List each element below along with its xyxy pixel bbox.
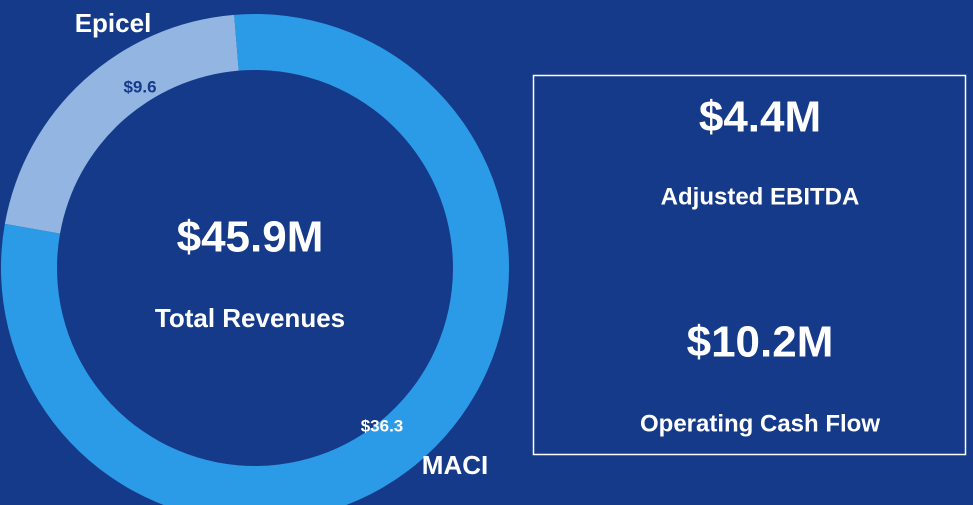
center-label: Total Revenues bbox=[155, 303, 345, 333]
donut-segment bbox=[4, 14, 239, 234]
kpi-label: Adjusted EBITDA bbox=[661, 183, 860, 210]
kpi-box bbox=[532, 74, 967, 456]
category-label: MACI bbox=[422, 450, 488, 480]
category-label: Epicel bbox=[75, 8, 152, 38]
value-label: $9.6 bbox=[123, 77, 156, 96]
center-value: $45.9M bbox=[177, 213, 324, 262]
kpi-value: $10.2M bbox=[687, 318, 834, 367]
kpi-value: $4.4M bbox=[699, 93, 821, 142]
donut bbox=[1, 14, 509, 505]
kpi-label: Operating Cash Flow bbox=[640, 410, 880, 437]
value-label: $36.3 bbox=[361, 416, 404, 435]
